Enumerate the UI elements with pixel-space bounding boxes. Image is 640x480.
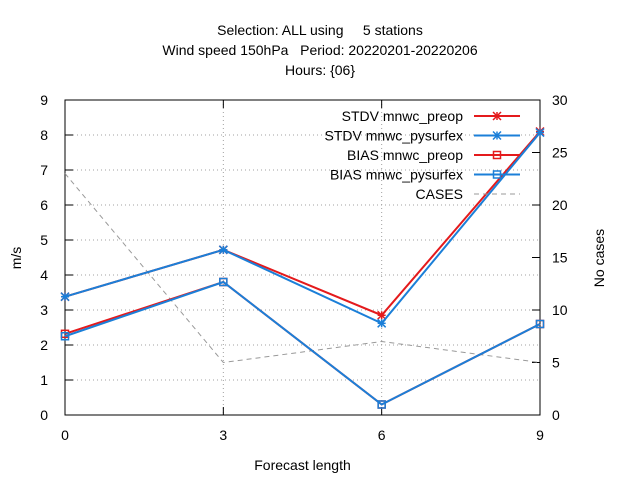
y-tick-label: 9 bbox=[40, 92, 48, 108]
legend-marker bbox=[492, 111, 502, 121]
x-axis-label: Forecast length bbox=[254, 457, 351, 473]
x-tick-label: 6 bbox=[378, 427, 386, 443]
title-line: Hours: {06} bbox=[285, 62, 355, 78]
data-point bbox=[218, 245, 228, 255]
legend-label: BIAS mnwc_pysurfex bbox=[330, 167, 463, 183]
data-point bbox=[535, 128, 545, 138]
legend-marker bbox=[492, 150, 502, 160]
x-tick-label: 9 bbox=[536, 427, 544, 443]
legend-label: CASES bbox=[416, 186, 463, 202]
series-4 bbox=[64, 173, 541, 364]
y2-tick-label: 5 bbox=[552, 355, 560, 371]
y2-tick-label: 0 bbox=[552, 407, 560, 423]
y-axis-label: m/s bbox=[8, 247, 24, 270]
plot-frame bbox=[64, 99, 541, 416]
data-point bbox=[219, 277, 228, 287]
y2-tick-label: 20 bbox=[552, 197, 568, 213]
series-line bbox=[64, 130, 541, 317]
y2-tick-label: 10 bbox=[552, 302, 568, 318]
title-line: Selection: ALL using 5 stations bbox=[217, 22, 423, 38]
legend: STDV mnwc_preop STDV mnwc_pysurfex BIAS mn… bbox=[325, 108, 520, 202]
data-point bbox=[377, 310, 387, 320]
series bbox=[60, 126, 545, 409]
data-point bbox=[60, 332, 70, 341]
x-tick-label: 0 bbox=[61, 427, 69, 443]
data-point bbox=[377, 318, 387, 328]
series-3 bbox=[60, 277, 545, 409]
data-point bbox=[535, 319, 545, 329]
y-tick-label: 4 bbox=[40, 267, 48, 283]
y2-tick-label: 25 bbox=[552, 145, 568, 161]
y2-axis-label: No cases bbox=[591, 229, 607, 287]
data-point bbox=[377, 400, 386, 409]
y2-tick-label: 30 bbox=[552, 92, 568, 108]
y-tick-label: 5 bbox=[40, 232, 48, 248]
legend-label: BIAS mnwc_preop bbox=[347, 147, 463, 163]
y-tick-label: 2 bbox=[40, 337, 48, 353]
series-line bbox=[64, 173, 541, 364]
y-tick-label: 6 bbox=[40, 197, 48, 213]
y-tick-label: 7 bbox=[40, 162, 48, 178]
y-tick-label: 3 bbox=[40, 302, 48, 318]
legend-marker bbox=[492, 170, 502, 179]
y-tick-label: 8 bbox=[40, 127, 48, 143]
x-tick-label: 3 bbox=[219, 427, 227, 443]
y-tick-label: 0 bbox=[40, 407, 48, 423]
legend-label: STDV mnwc_preop bbox=[342, 108, 464, 124]
series-0 bbox=[60, 126, 545, 320]
series-line bbox=[64, 280, 541, 406]
series-line bbox=[64, 131, 541, 325]
grid bbox=[65, 100, 540, 415]
legend-marker bbox=[492, 130, 502, 141]
series-1 bbox=[60, 128, 545, 328]
data-point bbox=[60, 292, 70, 302]
y-tick-label: 1 bbox=[40, 372, 48, 388]
y2-tick-label: 15 bbox=[552, 250, 568, 266]
legend-label: STDV mnwc_pysurfex bbox=[325, 128, 463, 144]
title-line: Wind speed 150hPa Period: 20220201-20220… bbox=[162, 42, 477, 58]
chart-title: Selection: ALL using 5 stations Wind spee… bbox=[162, 22, 477, 78]
